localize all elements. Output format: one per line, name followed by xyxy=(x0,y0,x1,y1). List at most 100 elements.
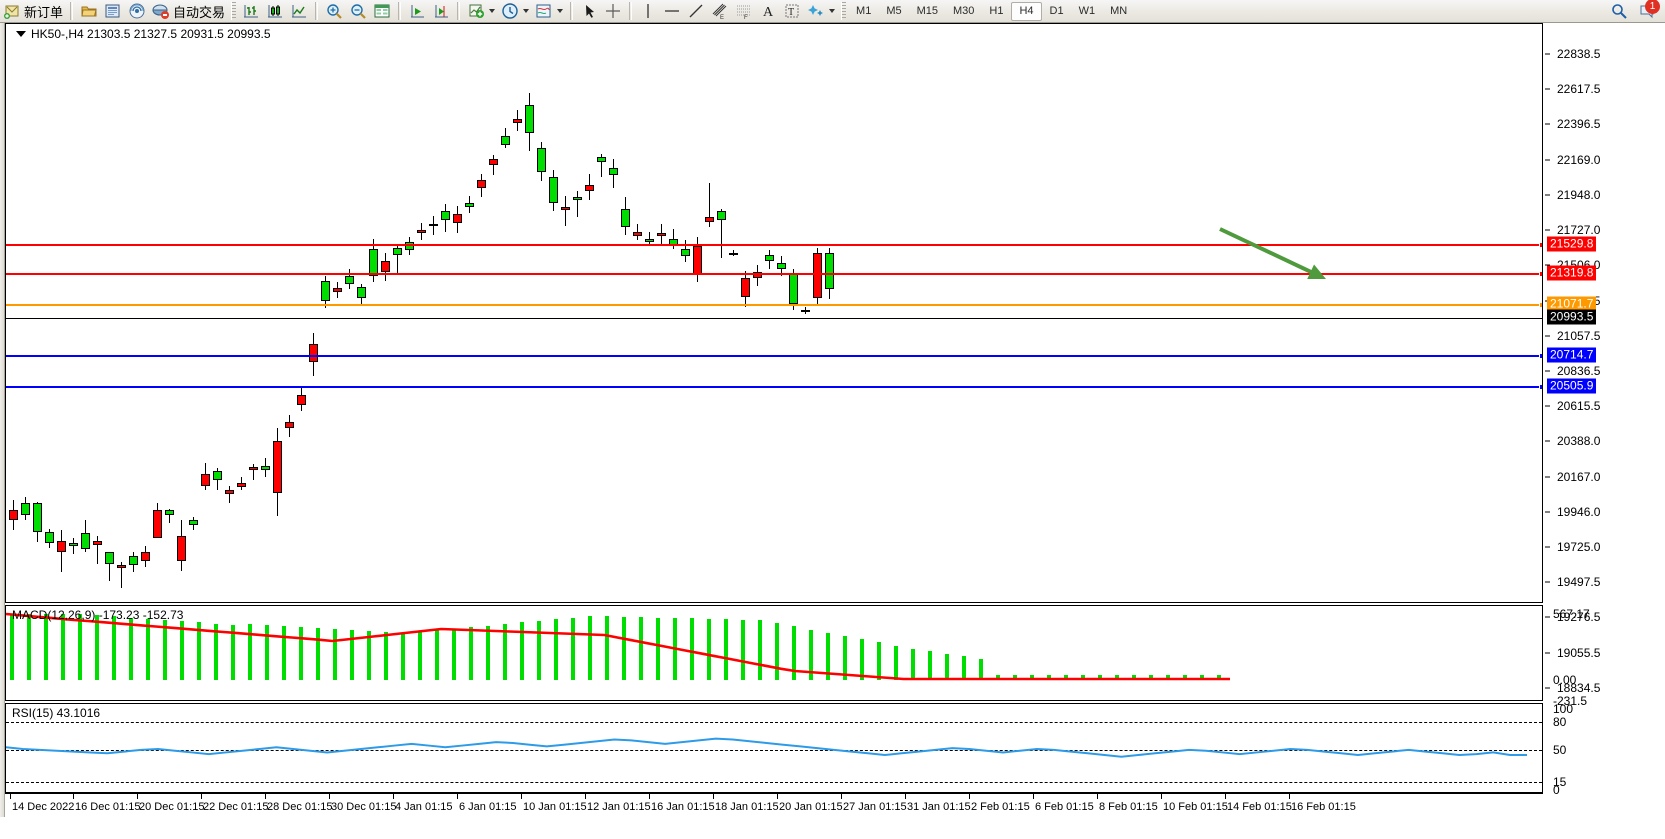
add-indicator-button[interactable] xyxy=(464,0,498,22)
candle-body xyxy=(489,159,498,166)
chevron-down-icon[interactable] xyxy=(557,9,564,13)
line-chart-button[interactable] xyxy=(287,0,311,22)
chevron-down-icon[interactable] xyxy=(523,9,530,13)
price-axis[interactable]: 22838.5 22617.5 22396.5 22169.0 21948.0 21727… xyxy=(1543,23,1665,817)
downtrend-arrow[interactable] xyxy=(1219,227,1326,279)
support-2-line[interactable] xyxy=(6,384,1542,390)
pivot-tag[interactable]: 21071.7 xyxy=(1547,296,1597,312)
time-axis[interactable]: 14 Dec 2022 16 Dec 01:15 20 Dec 01:15 22 De… xyxy=(5,793,1543,817)
new-order-button[interactable]: 新订单 xyxy=(0,0,66,22)
chart-menu-triangle-icon[interactable] xyxy=(16,31,26,37)
fibonacci-button[interactable]: F xyxy=(732,0,756,22)
resistance-1-handle[interactable] xyxy=(1539,242,1542,248)
candle-wick xyxy=(397,244,398,274)
last-price-tag[interactable]: 20993.5 xyxy=(1547,309,1597,325)
crosshair-button[interactable] xyxy=(601,0,625,22)
timeframe-mn[interactable]: MN xyxy=(1110,5,1128,17)
candle-body xyxy=(357,286,366,299)
zoom-in-button[interactable] xyxy=(322,0,346,22)
time-axis-label: 10 Jan 01:15 xyxy=(523,801,587,813)
support-1-handle[interactable] xyxy=(1539,353,1542,359)
macd-pane[interactable]: MACD(12,26,9) -173.23 -152.73 xyxy=(5,605,1543,701)
support-2-handle[interactable] xyxy=(1539,384,1542,390)
timeframe-m1[interactable]: M1 xyxy=(856,5,872,17)
price-axis-label: 20167.0 xyxy=(1557,470,1601,484)
templates-button[interactable] xyxy=(532,0,566,22)
zoom-in-icon xyxy=(325,2,343,20)
rsi-level-50 xyxy=(6,750,1542,751)
price-axis-label: 21057.5 xyxy=(1557,329,1601,343)
pivot-handle[interactable] xyxy=(1539,302,1542,308)
pivot-line[interactable] xyxy=(6,302,1542,308)
equidistant-channel-button[interactable]: E xyxy=(708,0,732,22)
candle-body xyxy=(609,168,618,176)
macd-histogram-bar xyxy=(690,618,694,680)
signal-button[interactable] xyxy=(125,0,149,22)
text-button[interactable]: A xyxy=(756,0,780,22)
candle-body xyxy=(309,344,318,362)
price-pane[interactable]: HK50-,H4 21303.5 21327.5 20931.5 20993.5 xyxy=(5,23,1543,603)
resistance-2-handle[interactable] xyxy=(1539,271,1542,277)
macd-histogram-bar xyxy=(826,632,830,680)
timeframe-d1[interactable]: D1 xyxy=(1049,5,1064,17)
timeframe-m15[interactable]: M15 xyxy=(916,5,938,17)
trendline-button[interactable] xyxy=(684,0,708,22)
toolbar-grip[interactable] xyxy=(841,2,847,20)
candle-body xyxy=(453,214,462,223)
chevron-down-icon[interactable] xyxy=(489,9,496,13)
macd-histogram-bar xyxy=(316,628,320,680)
support-2-tag[interactable]: 20505.9 xyxy=(1547,378,1597,394)
cursor-button[interactable] xyxy=(577,0,601,22)
last-price-line xyxy=(6,318,1542,319)
resistance-2-tag[interactable]: 21319.8 xyxy=(1547,265,1597,281)
time-axis-label: 20 Dec 01:15 xyxy=(139,801,205,813)
search-button[interactable] xyxy=(1607,0,1631,22)
zoom-out-button[interactable] xyxy=(346,0,370,22)
candle-wick xyxy=(169,508,170,524)
support-1-line[interactable] xyxy=(6,353,1542,359)
shift-start-button[interactable] xyxy=(405,0,429,22)
data-window-button[interactable] xyxy=(370,0,394,22)
alerts-button[interactable]: 1 xyxy=(1635,0,1660,22)
support-1-tag[interactable]: 20714.7 xyxy=(1547,347,1597,363)
folder-button[interactable] xyxy=(77,0,101,22)
cursor-icon xyxy=(580,2,598,20)
equidistant-channel-icon: E xyxy=(711,2,729,20)
hline-button[interactable] xyxy=(660,0,684,22)
label-button[interactable]: T xyxy=(780,0,804,22)
resistance-2-line[interactable] xyxy=(6,271,1542,277)
resistance-1-line[interactable] xyxy=(6,242,1542,248)
macd-histogram-bar xyxy=(129,617,133,680)
period-button[interactable] xyxy=(498,0,532,22)
symbol-header[interactable]: HK50-,H4 21303.5 21327.5 20931.5 20993.5 xyxy=(16,27,271,41)
news-button[interactable] xyxy=(101,0,125,22)
candle-body xyxy=(177,536,186,561)
toolbar-grip[interactable] xyxy=(231,2,237,20)
rsi-pane[interactable]: RSI(15) 43.1016 xyxy=(5,703,1543,793)
price-axis-tick xyxy=(1545,476,1550,478)
shift-end-button[interactable] xyxy=(429,0,453,22)
chevron-down-icon[interactable] xyxy=(829,9,836,13)
objects-button[interactable] xyxy=(804,0,838,22)
candle-body xyxy=(681,248,690,257)
macd-histogram-bar xyxy=(61,614,65,680)
timeframe-w1[interactable]: W1 xyxy=(1078,5,1096,17)
timeframe-h1[interactable]: H1 xyxy=(989,5,1004,17)
candle-wick xyxy=(565,195,566,226)
time-axis-label: 10 Feb 01:15 xyxy=(1163,801,1228,813)
timeframe-m30[interactable]: M30 xyxy=(953,5,975,17)
timeframe-h4[interactable]: H4 xyxy=(1011,1,1042,21)
candle-wick xyxy=(721,208,722,258)
data-window-icon xyxy=(373,2,391,20)
vline-button[interactable] xyxy=(636,0,660,22)
price-axis-tick xyxy=(1545,652,1550,654)
candle-wick xyxy=(97,536,98,564)
autotrade-button[interactable]: 自动交易 xyxy=(149,0,228,22)
resistance-1-tag[interactable]: 21529.8 xyxy=(1547,236,1597,252)
vline-icon xyxy=(639,2,657,20)
time-axis-tick xyxy=(969,794,970,799)
timeframe-m5[interactable]: M5 xyxy=(886,5,902,17)
candlestick-chart-button[interactable] xyxy=(263,0,287,22)
search-icon xyxy=(1610,2,1628,20)
bar-chart-button[interactable] xyxy=(239,0,263,22)
